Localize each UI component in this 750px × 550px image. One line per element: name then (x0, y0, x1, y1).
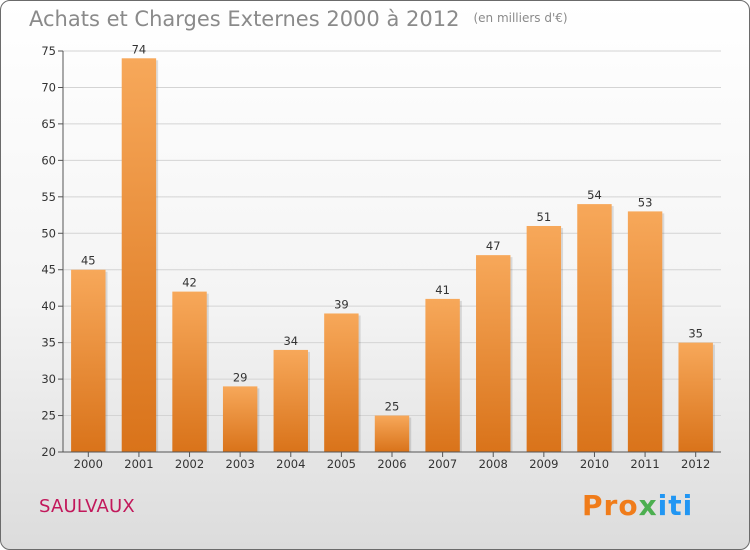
x-tick-label: 2010 (580, 457, 609, 471)
bar-value-label: 53 (638, 195, 653, 209)
x-tick-label: 2012 (681, 457, 710, 471)
bar-value-label: 39 (334, 297, 349, 311)
bar-value-label: 29 (233, 370, 248, 384)
bar-value-label: 25 (385, 400, 400, 414)
bar-value-label: 34 (283, 334, 298, 348)
y-tick-label: 65 (41, 117, 56, 131)
x-tick-label: 2009 (529, 457, 558, 471)
y-tick-label: 75 (41, 44, 56, 58)
x-tick-label: 2007 (428, 457, 457, 471)
x-tick-label: 2000 (74, 457, 103, 471)
bar (425, 298, 460, 452)
y-tick-label: 20 (41, 445, 56, 459)
bar-value-label: 47 (486, 239, 501, 253)
chart-title: Achats et Charges Externes 2000 à 2012 (e… (29, 7, 568, 31)
x-tick-label: 2008 (479, 457, 508, 471)
bar (222, 386, 258, 452)
bar (374, 415, 410, 452)
x-tick-label: 2004 (276, 457, 305, 471)
x-tick-label: 2002 (175, 457, 204, 471)
bar (172, 291, 207, 452)
y-tick-label: 25 (41, 409, 56, 423)
bar-value-label: 42 (182, 276, 197, 290)
bar-value-label: 74 (132, 42, 147, 56)
y-tick-label: 45 (41, 263, 56, 277)
bar-value-label: 35 (688, 327, 703, 341)
bar (324, 313, 359, 452)
bar (627, 211, 663, 452)
y-tick-label: 35 (41, 336, 56, 350)
bar-value-label: 45 (81, 254, 96, 268)
bar (526, 225, 562, 452)
y-tick-label: 60 (41, 153, 56, 167)
bar-value-label: 41 (435, 283, 450, 297)
y-tick-label: 50 (41, 226, 56, 240)
x-tick-label: 2001 (124, 457, 153, 471)
bar (577, 204, 612, 452)
chart-unit: (en milliers d'€) (473, 11, 568, 25)
x-tick-label: 2005 (327, 457, 356, 471)
y-tick-label: 30 (41, 372, 56, 386)
proxiti-logo: Proxiti (582, 489, 694, 522)
bar (121, 58, 157, 453)
y-tick-label: 70 (41, 80, 56, 94)
town-name: SAULVAUX (39, 496, 135, 517)
x-tick-label: 2003 (226, 457, 255, 471)
bar (476, 255, 511, 452)
bar-value-label: 54 (587, 188, 602, 202)
x-tick-label: 2006 (377, 457, 406, 471)
x-tick-label: 2011 (630, 457, 659, 471)
bar (678, 342, 713, 452)
bar (71, 269, 106, 452)
y-tick-label: 55 (41, 190, 56, 204)
bar-value-label: 51 (537, 210, 552, 224)
bar (273, 349, 308, 452)
y-tick-label: 40 (41, 299, 56, 313)
